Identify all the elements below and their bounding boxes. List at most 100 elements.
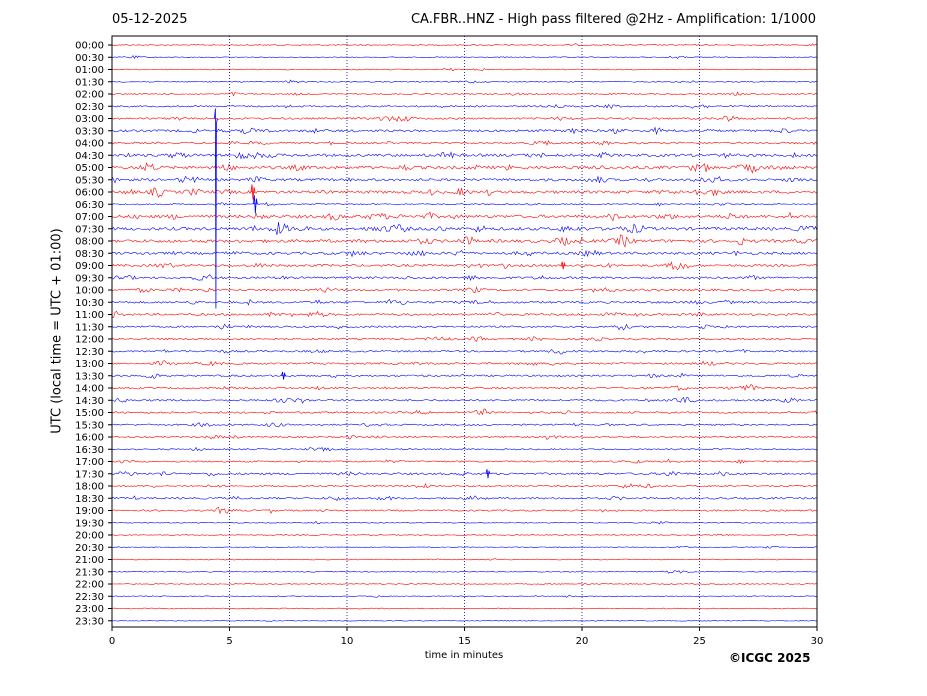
y-tick-label: 00:00 [75,41,104,52]
trace-1630 [111,446,818,452]
trace-0330 [111,126,818,136]
event-spike [560,261,566,270]
y-tick-label: 03:00 [75,114,104,125]
y-tick-label: 05:30 [75,175,104,186]
y-tick-label: 23:00 [75,604,104,615]
trace-2230 [111,594,818,598]
y-tick-label: 20:00 [75,531,104,542]
y-tick-label: 11:30 [75,322,104,333]
trace-2130 [111,570,818,574]
y-tick-label: 11:00 [75,310,104,321]
plot-frame [111,35,818,628]
y-tick-label: 17:00 [75,457,104,468]
y-tick-label: 14:00 [75,384,104,395]
y-tick-label: 08:30 [75,249,104,260]
y-tick-label: 01:30 [75,77,104,88]
y-tick-label: 18:00 [75,482,104,493]
y-tick-label: 13:30 [75,371,104,382]
x-tick-label: 15 [458,636,471,647]
trace-1800 [111,483,818,489]
trace-1600 [111,434,818,440]
y-tick-label: 00:30 [75,53,104,64]
event-spike [250,184,256,200]
y-tick-label: 18:30 [75,494,104,505]
y-tick-label: 13:00 [75,359,104,370]
y-tick-label: 16:30 [75,445,104,456]
x-axis-ticks: 0 5 10 15 20 25 30 [109,627,824,647]
trace-0400 [111,140,818,146]
event-spike [485,469,491,479]
y-tick-label: 17:30 [75,469,104,480]
y-tick-label: 23:30 [75,616,104,627]
trace-1000 [111,286,818,294]
y-tick-label: 19:30 [75,518,104,529]
y-tick-label: 20:30 [75,543,104,554]
y-tick-label: 03:30 [75,126,104,137]
y-tick-label: 02:00 [75,90,104,101]
y-tick-label: 21:30 [75,567,104,578]
x-tick-label: 10 [341,636,354,647]
trace-0600 [111,187,818,198]
x-tick-label: 20 [576,636,589,647]
trace-0930 [111,274,818,281]
date-label: 05-12-2025 [112,12,188,27]
y-tick-label: 12:30 [75,347,104,358]
trace-1730 [111,470,818,477]
trace-0500 [111,162,818,174]
y-axis-label: UTC (local time = UTC + 01:00) [49,228,65,434]
trace-0300 [111,115,818,123]
y-tick-label: 19:00 [75,506,104,517]
y-tick-label: 12:00 [75,335,104,346]
trace-0000 [111,43,818,47]
trace-1530 [111,422,818,428]
y-tick-label: 09:30 [75,273,104,284]
y-tick-label: 21:00 [75,555,104,566]
y-tick-label: 05:00 [75,163,104,174]
trace-1700 [111,458,818,465]
trace-0430 [111,151,818,160]
trace-0900 [111,261,818,271]
y-tick-label: 14:30 [75,396,104,407]
y-tick-label: 10:00 [75,286,104,297]
y-tick-label: 04:00 [75,139,104,150]
trace-0200 [111,91,818,97]
y-tick-label: 07:30 [75,224,104,235]
x-tick-label: 25 [693,636,706,647]
y-tick-label: 02:30 [75,102,104,113]
x-axis-label: time in minutes [424,650,504,661]
event-spike [214,108,218,309]
y-tick-label: 08:00 [75,237,104,248]
event-spike [252,195,258,214]
event-spike [281,371,286,380]
x-tick-label: 30 [811,636,824,647]
trace-2300 [111,607,818,610]
x-tick-label: 0 [109,636,115,647]
y-tick-label: 22:00 [75,580,104,591]
y-tick-label: 15:30 [75,420,104,431]
vertical-gridlines [229,36,700,627]
y-tick-label: 04:30 [75,151,104,162]
trace-0030 [111,55,818,60]
trace-1030 [111,299,818,306]
chart-title: CA.FBR..HNZ - High pass filtered @2Hz - … [410,12,816,27]
trace-1430 [111,396,818,404]
trace-0230 [111,104,818,109]
y-tick-label: 16:00 [75,433,104,444]
trace-2100 [111,557,817,561]
trace-2330 [111,619,818,622]
y-tick-label: 09:00 [75,261,104,272]
trace-2030 [111,545,817,549]
y-tick-label: 01:00 [75,65,104,76]
y-tick-label: 22:30 [75,592,104,603]
y-tick-label: 15:00 [75,408,104,419]
trace-2200 [111,582,818,585]
y-tick-label: 07:00 [75,212,104,223]
copyright-label: ©ICGC 2025 [729,651,811,665]
y-tick-label: 10:30 [75,298,104,309]
trace-0630 [111,202,818,207]
y-tick-label: 06:00 [75,188,104,199]
y-tick-label: 06:30 [75,200,104,211]
x-tick-label: 5 [226,636,232,647]
